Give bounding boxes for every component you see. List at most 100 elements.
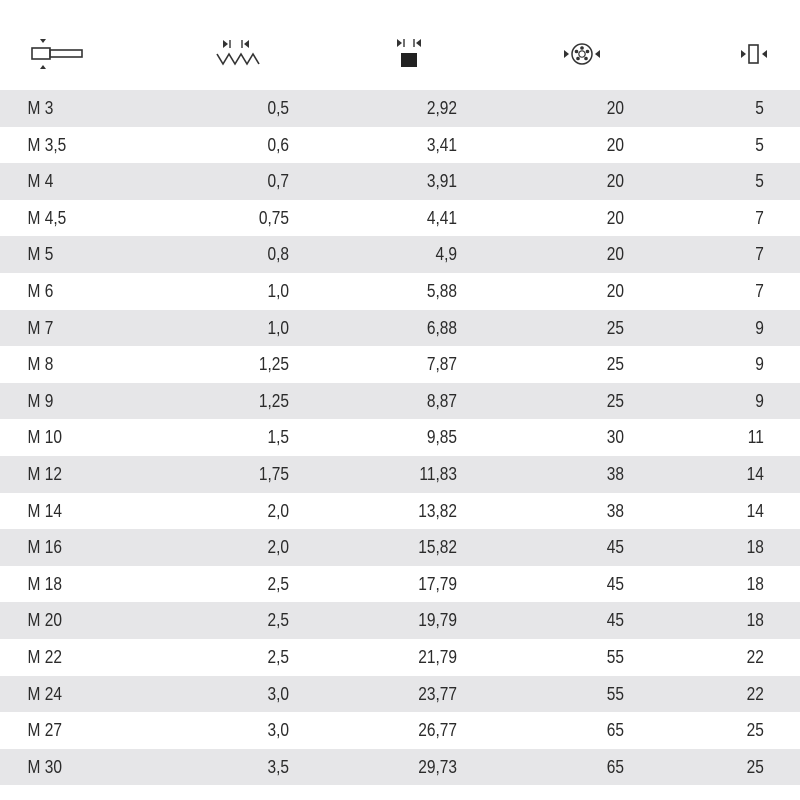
pitch-cell: 3,0 [267, 720, 289, 741]
table-row: M 5 0,8 4,9 20 7 [0, 236, 800, 273]
pitch-cell: 2,5 [267, 610, 289, 631]
pitch-cell: 1,25 [258, 354, 289, 375]
thread-size-cell: M 30 [27, 756, 62, 777]
diameter-cell: 65 [606, 720, 624, 741]
thread-size-cell: M 4 [27, 171, 54, 192]
thickness-cell: 9 [755, 390, 764, 411]
diameter-cell: 20 [606, 280, 624, 301]
pitch-cell: 3,0 [267, 683, 289, 704]
table-row: M 9 1,25 8,87 25 9 [0, 382, 800, 420]
across-flats-cell: 4,9 [435, 244, 457, 265]
diameter-cell: 38 [606, 500, 624, 521]
across-flats-cell: 3,91 [426, 171, 457, 192]
table-row: M 20 2,5 19,79 45 18 [0, 602, 800, 639]
table-row: M 12 1,75 11,83 38 14 [0, 455, 800, 493]
across-flats-cell: 7,87 [426, 354, 457, 375]
thickness-cell: 5 [755, 171, 764, 192]
table-row: M 3,5 0,6 3,41 20 5 [0, 127, 800, 164]
across-flats-cell: 8,87 [426, 390, 457, 411]
pitch-cell: 3,5 [267, 756, 289, 777]
across-flats-cell: 21,79 [418, 646, 457, 667]
thread-size-cell: M 22 [27, 646, 62, 667]
across-flats-cell: 4,41 [426, 207, 457, 228]
thread-table: M 3 0,5 2,92 20 5 M 3,5 0,6 3,41 20 5 M 4 0,7 3,91 20… [0, 90, 800, 786]
thread-size-cell: M 24 [27, 683, 62, 704]
hex-across-flats-icon [386, 36, 430, 72]
die-thickness-icon [734, 36, 774, 72]
pitch-cell: 0,5 [267, 98, 289, 118]
across-flats-cell: 17,79 [418, 573, 457, 594]
pitch-cell: 2,5 [267, 646, 289, 667]
thickness-cell: 18 [746, 610, 764, 631]
thickness-cell: 7 [755, 280, 764, 301]
table-header [0, 0, 800, 90]
diameter-cell: 20 [606, 171, 624, 192]
table-row: M 3 0,5 2,92 20 5 [0, 90, 800, 127]
diameter-cell: 45 [606, 573, 624, 594]
diameter-cell: 25 [606, 317, 624, 338]
thickness-cell: 14 [746, 500, 764, 521]
diameter-cell: 55 [606, 683, 624, 704]
across-flats-cell: 23,77 [418, 683, 457, 704]
thread-size-icon [28, 36, 86, 72]
thickness-cell: 22 [746, 683, 764, 704]
across-flats-cell: 3,41 [426, 134, 457, 155]
thickness-cell: 25 [746, 756, 764, 777]
pitch-cell: 2,0 [267, 537, 289, 558]
pitch-cell: 2,0 [267, 500, 289, 521]
diameter-cell: 30 [606, 427, 624, 448]
thickness-cell: 9 [755, 317, 764, 338]
diameter-cell: 45 [606, 537, 624, 558]
pitch-cell: 0,8 [267, 244, 289, 265]
across-flats-cell: 29,73 [418, 756, 457, 777]
diameter-cell: 20 [606, 134, 624, 155]
table-row: M 7 1,0 6,88 25 9 [0, 309, 800, 347]
thickness-cell: 7 [755, 244, 764, 265]
diameter-cell: 25 [606, 390, 624, 411]
thickness-cell: 18 [746, 573, 764, 594]
across-flats-cell: 13,82 [418, 500, 457, 521]
pitch-cell: 0,75 [258, 207, 289, 228]
diameter-cell: 65 [606, 756, 624, 777]
thickness-cell: 25 [746, 720, 764, 741]
thread-size-cell: M 12 [27, 463, 62, 484]
pitch-cell: 1,25 [258, 390, 289, 411]
thickness-cell: 5 [755, 98, 764, 118]
table-row: M 24 3,0 23,77 55 22 [0, 675, 800, 713]
thickness-cell: 7 [755, 207, 764, 228]
table-row: M 6 1,0 5,88 20 7 [0, 273, 800, 310]
thickness-cell: 5 [755, 134, 764, 155]
pitch-cell: 1,0 [267, 317, 289, 338]
table-row: M 18 2,5 17,79 45 18 [0, 566, 800, 603]
across-flats-cell: 15,82 [418, 537, 457, 558]
thread-size-cell: M 3,5 [27, 134, 67, 155]
table-row: M 22 2,5 21,79 55 22 [0, 639, 800, 676]
across-flats-cell: 5,88 [426, 280, 457, 301]
table-row: M 10 1,5 9,85 30 11 [0, 419, 800, 456]
thread-size-cell: M 20 [27, 610, 62, 631]
pitch-cell: 0,6 [267, 134, 289, 155]
diameter-cell: 25 [606, 354, 624, 375]
across-flats-cell: 26,77 [418, 720, 457, 741]
die-diameter-icon [560, 36, 604, 72]
thickness-cell: 11 [747, 427, 764, 448]
thread-size-cell: M 27 [27, 720, 62, 741]
pitch-cell: 0,7 [267, 171, 289, 192]
thread-size-cell: M 18 [27, 573, 62, 594]
thread-size-cell: M 4,5 [27, 207, 67, 228]
thickness-cell: 14 [746, 463, 764, 484]
pitch-cell: 2,5 [267, 573, 289, 594]
thread-pitch-icon [212, 36, 264, 72]
thread-size-cell: M 5 [27, 244, 54, 265]
table-row: M 27 3,0 26,77 65 25 [0, 712, 800, 749]
thread-size-cell: M 8 [27, 354, 54, 375]
across-flats-cell: 6,88 [426, 317, 457, 338]
diameter-cell: 20 [606, 98, 624, 118]
table-row: M 8 1,25 7,87 25 9 [0, 346, 800, 383]
thread-size-cell: M 6 [27, 280, 54, 301]
table-row: M 16 2,0 15,82 45 18 [0, 529, 800, 566]
thickness-cell: 22 [746, 646, 764, 667]
diameter-cell: 20 [606, 244, 624, 265]
across-flats-cell: 2,92 [426, 98, 457, 118]
thread-size-cell: M 14 [27, 500, 62, 521]
